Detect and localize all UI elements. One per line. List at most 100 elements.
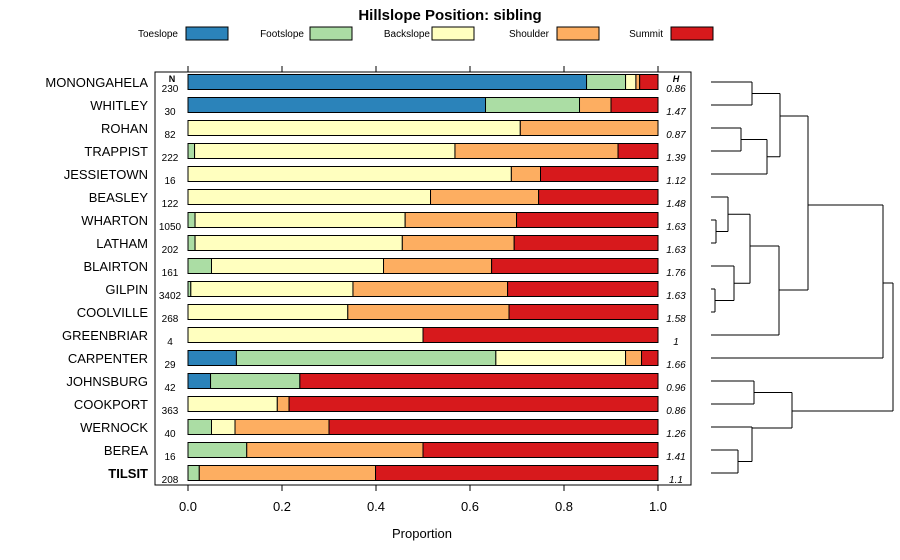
row-label-carpenter: CARPENTER [68,351,148,366]
bar-wharton-shoulder [404,212,518,228]
h-value-jessietown: 1.12 [666,176,686,187]
row-label-johnsburg: JOHNSBURG [66,374,148,389]
bar-berea-shoulder [246,442,424,458]
bar-jessietown-shoulder [510,166,541,182]
x-tick-label: 0.0 [179,499,197,514]
bar-tilsit-shoulder [198,465,377,481]
row-label-wernock: WERNOCK [80,420,148,435]
bar-coolville-backslope [187,304,349,320]
bar-cookport-backslope [187,396,278,412]
bar-latham-backslope [194,235,403,251]
bar-whitley-shoulder [579,97,612,113]
bar-monongahela-footslope [586,74,627,90]
bar-latham-shoulder [401,235,515,251]
row-label-tilsit: TILSIT [108,466,148,481]
bar-latham-summit [513,235,659,251]
n-count-blairton: 161 [162,268,179,279]
n-count-whitley: 30 [164,107,176,118]
n-count-monongahela: 230 [162,84,179,95]
h-value-beasley: 1.48 [666,199,686,210]
x-tick-label: 1.0 [649,499,667,514]
legend-swatch-backslope [431,26,475,41]
bar-trappist-summit [617,143,659,159]
row-label-cookport: COOKPORT [74,397,148,412]
bar-greenbriar-summit [422,327,659,343]
plot-panel [154,71,692,486]
bar-coolville-summit [508,304,659,320]
h-value-cookport: 0.86 [666,406,686,417]
bar-whitley-toeslope [187,97,487,113]
bar-carpenter-footslope [235,350,497,366]
bar-rohan-backslope [187,120,521,136]
n-count-gilpin: 3402 [159,291,182,302]
bar-tilsit-footslope [187,465,200,481]
bar-jessietown-backslope [187,166,512,182]
legend-swatch-toeslope [185,26,229,41]
bar-blairton-backslope [211,258,385,274]
bar-wernock-shoulder [234,419,330,435]
bar-carpenter-toeslope [187,350,237,366]
n-count-wharton: 1050 [159,222,182,233]
row-label-blairton: BLAIRTON [83,259,148,274]
legend-swatch-footslope [309,26,353,41]
n-count-latham: 202 [162,245,179,256]
bar-beasley-shoulder [430,189,540,205]
row-label-gilpin: GILPIN [105,282,148,297]
bar-jessietown-summit [540,166,659,182]
h-value-monongahela: 0.86 [666,84,686,95]
bar-carpenter-summit [641,350,659,366]
h-value-gilpin: 1.63 [666,291,686,302]
x-tick-label: 0.8 [555,499,573,514]
bar-beasley-summit [538,189,659,205]
row-label-trappist: TRAPPIST [84,144,148,159]
bar-beasley-backslope [187,189,432,205]
h-value-johnsburg: 0.96 [666,383,686,394]
h-value-blairton: 1.76 [666,268,686,279]
bar-monongahela-shoulder [635,74,641,90]
h-value-berea: 1.41 [666,452,685,463]
legend-swatch-summit [670,26,714,41]
row-label-latham: LATHAM [96,236,148,251]
n-count-jessietown: 16 [164,176,176,187]
legend-label-toeslope: Toeslope [138,29,178,40]
h-value-wernock: 1.26 [666,429,686,440]
x-axis: 0.0 0.2 0.4 0.6 0.8 1.0 [179,66,667,514]
row-label-jessietown: JESSIETOWN [64,167,148,182]
n-count-johnsburg: 42 [164,383,176,394]
n-count-berea: 16 [164,452,176,463]
n-count-wernock: 40 [164,429,176,440]
row-label-whitley: WHITLEY [90,98,148,113]
h-value-rohan: 0.87 [666,130,686,141]
x-tick-label: 0.4 [367,499,385,514]
bar-rows: MONONGAHELA 230 0.86 WHITLEY 30 1.47 ROHAN 82 0.… [45,74,686,486]
bar-gilpin-shoulder [352,281,509,297]
h-value-tilsit: 1.1 [669,475,683,486]
h-value-whitley: 1.47 [666,107,686,118]
bar-berea-summit [422,442,659,458]
bar-johnsburg-toeslope [187,373,212,389]
bar-monongahela-summit [639,74,659,90]
bar-wharton-backslope [194,212,406,228]
n-count-tilsit: 208 [162,475,179,486]
bar-trappist-shoulder [454,143,619,159]
bar-coolville-shoulder [347,304,510,320]
bar-carpenter-shoulder [625,350,643,366]
legend-swatch-shoulder [556,26,600,41]
n-count-rohan: 82 [164,130,176,141]
legend-label-shoulder: Shoulder [509,29,550,40]
row-label-rohan: ROHAN [101,121,148,136]
n-count-coolville: 268 [162,314,179,325]
h-column-header: H [673,74,680,84]
bar-wernock-footslope [187,419,212,435]
bar-wharton-summit [516,212,659,228]
legend-label-backslope: Backslope [384,29,431,40]
bar-johnsburg-footslope [210,373,301,389]
row-label-beasley: BEASLEY [89,190,149,205]
n-column-header: N [169,74,176,84]
x-axis-title: Proportion [392,526,452,541]
h-value-greenbriar: 1 [673,337,679,348]
chart-title: Hillslope Position: sibling [358,7,541,24]
legend-label-summit: Summit [629,29,663,40]
bar-wernock-summit [328,419,659,435]
n-count-beasley: 122 [162,199,179,210]
